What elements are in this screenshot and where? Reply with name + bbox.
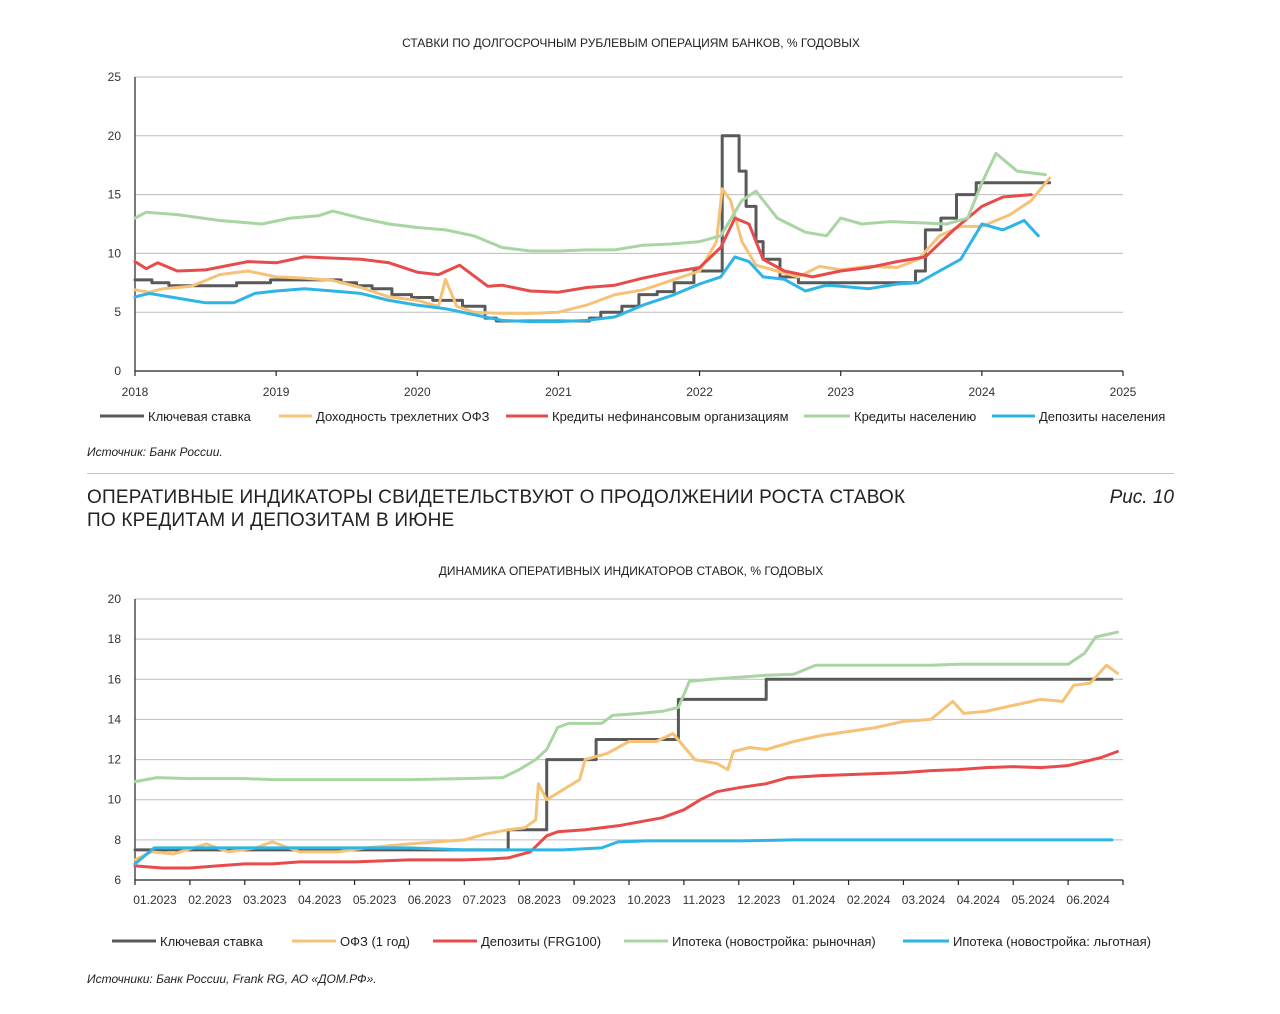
x-tick-label: 2020 (404, 385, 431, 399)
figure-headline: ОПЕРАТИВНЫЕ ИНДИКАТОРЫ СВИДЕТЕЛЬСТВУЮТ О… (87, 486, 987, 532)
chart-title: ДИНАМИКА ОПЕРАТИВНЫХ ИНДИКАТОРОВ СТАВОК,… (439, 564, 824, 578)
x-tick-label: 02.2023 (188, 893, 232, 907)
series-line-1 (133, 677, 1114, 852)
y-tick-label: 8 (114, 833, 121, 847)
legend-label: Кредиты населению (854, 409, 976, 424)
legend-label: Доходность трехлетних ОФЗ (316, 409, 490, 424)
series-line-3 (133, 750, 1119, 870)
y-tick-label: 15 (108, 188, 122, 202)
series-line-3 (133, 193, 1033, 294)
series-line-4 (133, 630, 1119, 784)
x-tick-label: 05.2023 (353, 893, 397, 907)
y-tick-label: 16 (108, 672, 122, 686)
series-line-2 (133, 176, 1052, 315)
figure-number: Рис. 10 (1109, 487, 1174, 508)
series-line-5 (133, 838, 1114, 866)
series-line-1 (133, 134, 1052, 323)
series-line-2 (133, 663, 1119, 862)
x-tick-label: 04.2024 (957, 893, 1001, 907)
x-tick-label: 2023 (827, 385, 854, 399)
x-tick-label: 12.2023 (737, 893, 781, 907)
legend-label: Депозиты (FRG100) (481, 934, 601, 949)
x-tick-label: 08.2023 (518, 893, 562, 907)
source-note-chart2: Источники: Банк России, Frank RG, АО «ДО… (87, 972, 377, 986)
y-tick-label: 12 (108, 753, 122, 767)
x-tick-label: 2018 (122, 385, 149, 399)
x-tick-label: 03.2023 (243, 893, 287, 907)
series-line-4 (133, 151, 1047, 253)
legend-label: Ипотека (новостройка: льготная) (953, 934, 1151, 949)
x-tick-label: 2021 (545, 385, 572, 399)
x-tick-label: 2022 (686, 385, 713, 399)
x-tick-label: 2025 (1110, 385, 1137, 399)
x-tick-label: 11.2023 (683, 893, 726, 907)
legend-label: Ключевая ставка (160, 934, 264, 949)
x-tick-label: 2024 (969, 385, 996, 399)
chart-operational-indicators: ДИНАМИКА ОПЕРАТИВНЫХ ИНДИКАТОРОВ СТАВОК,… (108, 564, 1151, 949)
legend-label: Ипотека (новостройка: рыночная) (672, 934, 876, 949)
x-tick-label: 01.2024 (792, 893, 836, 907)
x-tick-label: 02.2024 (847, 893, 891, 907)
y-tick-label: 25 (108, 70, 122, 84)
legend-label: Кредиты нефинансовым организациям (552, 409, 789, 424)
chart-rates-long-term: СТАВКИ ПО ДОЛГОСРОЧНЫМ РУБЛЕВЫМ ОПЕРАЦИЯ… (100, 36, 1165, 424)
y-tick-label: 20 (108, 129, 122, 143)
y-tick-label: 0 (114, 364, 121, 378)
headline-line-2: ПО КРЕДИТАМ И ДЕПОЗИТАМ В ИЮНЕ (87, 510, 455, 531)
x-tick-label: 09.2023 (572, 893, 616, 907)
y-tick-label: 5 (114, 305, 121, 319)
x-tick-label: 06.2023 (408, 893, 452, 907)
y-tick-label: 20 (108, 592, 122, 606)
headline-line-1: ОПЕРАТИВНЫЕ ИНДИКАТОРЫ СВИДЕТЕЛЬСТВУЮТ О… (87, 487, 906, 508)
chart-title: СТАВКИ ПО ДОЛГОСРОЧНЫМ РУБЛЕВЫМ ОПЕРАЦИЯ… (402, 36, 860, 50)
source-note-chart1: Источник: Банк России. (87, 445, 223, 459)
x-tick-label: 04.2023 (298, 893, 342, 907)
section-divider (87, 473, 1174, 474)
legend-label: Депозиты населения (1039, 409, 1165, 424)
x-tick-label: 05.2024 (1012, 893, 1056, 907)
x-tick-label: 2019 (263, 385, 290, 399)
legend-label: Ключевая ставка (148, 409, 252, 424)
series-line-5 (133, 219, 1040, 324)
x-tick-label: 03.2024 (902, 893, 946, 907)
legend-label: ОФЗ (1 год) (340, 934, 410, 949)
y-tick-label: 14 (108, 712, 122, 726)
x-tick-label: 06.2024 (1066, 893, 1110, 907)
x-tick-label: 01.2023 (133, 893, 177, 907)
y-tick-label: 10 (108, 793, 122, 807)
y-tick-label: 6 (114, 873, 121, 887)
y-tick-label: 18 (108, 632, 122, 646)
y-tick-label: 10 (108, 246, 122, 260)
x-tick-label: 07.2023 (463, 893, 507, 907)
x-tick-label: 10.2023 (627, 893, 671, 907)
